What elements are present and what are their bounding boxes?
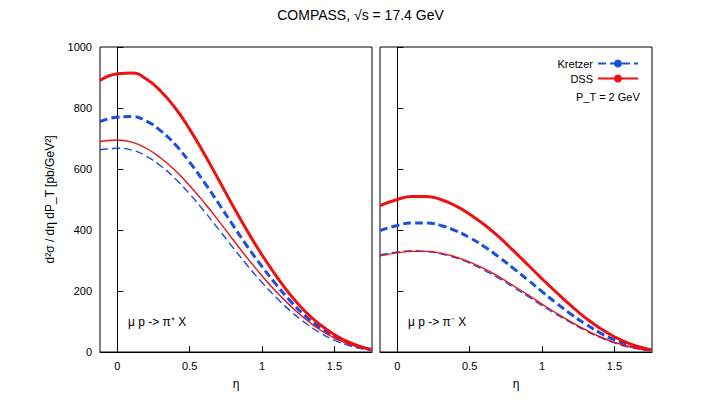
svg-text:800: 800 (74, 102, 92, 114)
svg-text:η: η (233, 377, 240, 391)
svg-text:0: 0 (394, 360, 400, 372)
svg-text:η: η (513, 377, 520, 391)
svg-text:1: 1 (539, 360, 545, 372)
svg-text:0: 0 (86, 346, 92, 358)
svg-text:200: 200 (74, 285, 92, 297)
svg-text:0.5: 0.5 (182, 360, 197, 372)
svg-text:1000: 1000 (68, 41, 92, 53)
svg-text:Kretzer: Kretzer (558, 58, 594, 70)
svg-text:μ p -> π⁺ X: μ p -> π⁺ X (128, 315, 186, 329)
svg-text:600: 600 (74, 163, 92, 175)
svg-text:DSS: DSS (570, 73, 593, 85)
svg-text:400: 400 (74, 224, 92, 236)
svg-text:d²σ / dη dP_T [pb/GeV²]: d²σ / dη dP_T [pb/GeV²] (43, 136, 57, 264)
svg-text:0.5: 0.5 (462, 360, 477, 372)
svg-text:μ p -> π⁻ X: μ p -> π⁻ X (408, 315, 466, 329)
svg-text:0: 0 (114, 360, 120, 372)
svg-text:P_T = 2 GeV: P_T = 2 GeV (576, 91, 640, 103)
svg-text:1: 1 (259, 360, 265, 372)
svg-text:1.5: 1.5 (327, 360, 342, 372)
svg-text:COMPASS, √s = 17.4 GeV: COMPASS, √s = 17.4 GeV (277, 7, 444, 23)
svg-text:1.5: 1.5 (607, 360, 622, 372)
